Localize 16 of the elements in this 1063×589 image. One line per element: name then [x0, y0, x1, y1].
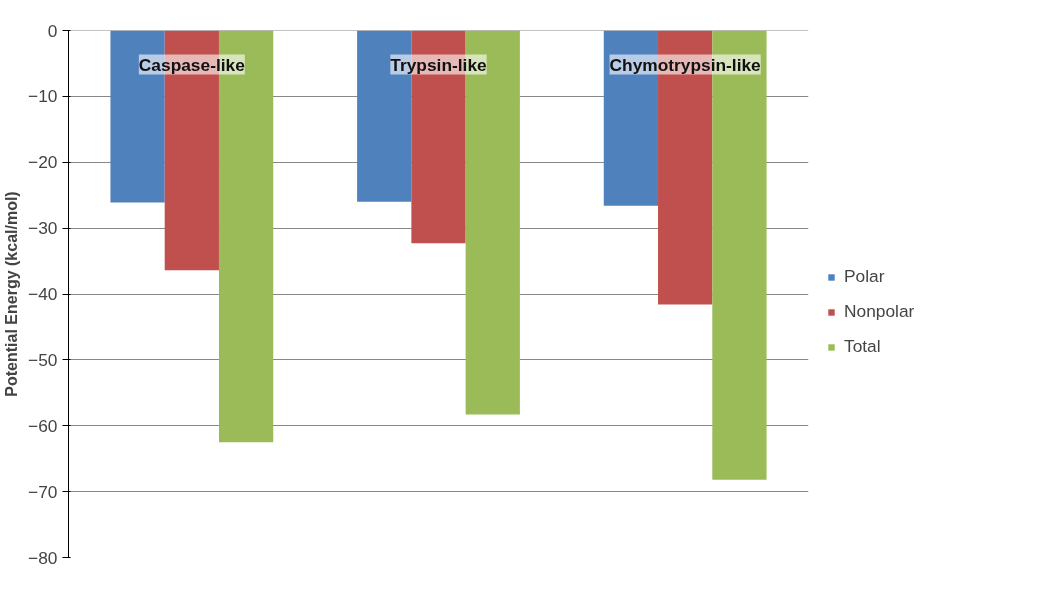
- x-tick-label: Caspase-like: [138, 54, 246, 75]
- y-tick-label: −60: [28, 415, 58, 436]
- legend-label: Nonpolar: [844, 301, 915, 322]
- legend-label: Total: [844, 336, 881, 357]
- y-tick-label: −40: [28, 284, 58, 304]
- y-tick-label: 0: [47, 20, 58, 41]
- y-axis-title: Potential Energy (kcal/mol): [3, 191, 21, 397]
- y-tick-label: −20: [28, 152, 58, 173]
- y-tick-label: −30: [28, 218, 58, 239]
- y-tick-label: −50: [28, 349, 58, 370]
- y-tick-label: −70: [28, 481, 58, 502]
- legend-label: Polar: [844, 266, 885, 287]
- x-tick-label: Trypsin-like: [390, 54, 488, 75]
- y-tick-label: −10: [28, 86, 58, 107]
- x-tick-label: Chymotrypsin-like: [609, 54, 762, 75]
- y-tick-label: −80: [28, 547, 58, 568]
